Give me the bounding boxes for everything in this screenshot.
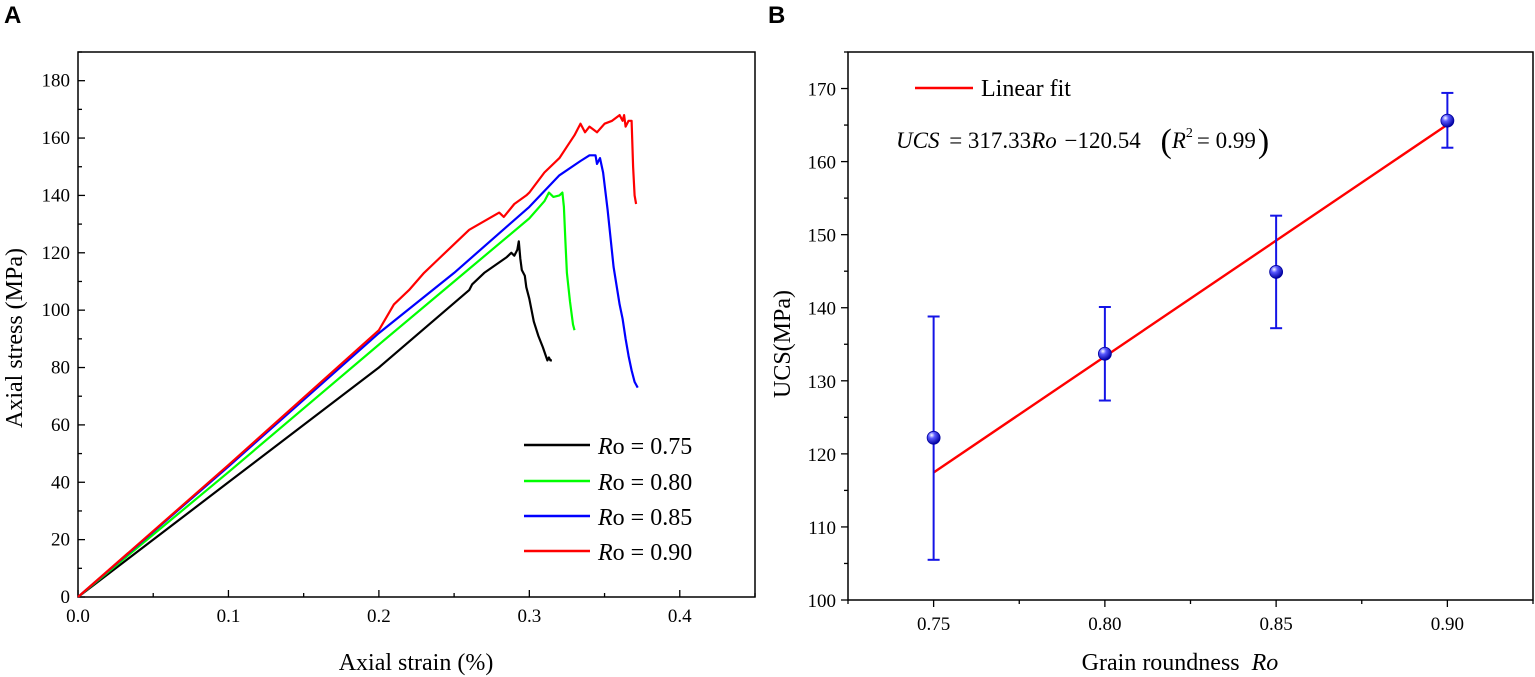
panel-a-label: A	[4, 2, 21, 29]
panel-a-y-tick-label: 180	[42, 71, 71, 92]
panel-b-y-tick-label: 150	[808, 226, 837, 247]
panel-b-y-tick-label: 110	[808, 518, 836, 539]
panel-a-plot-frame	[77, 51, 756, 598]
legend-label-linear-fit: Linear fit	[981, 76, 1071, 102]
legend-label-ro-075: Ro = 0.75	[597, 434, 692, 460]
panel-a-x-tick-label: 0.3	[517, 606, 541, 627]
panel-b-y-tick-label: 100	[808, 591, 837, 612]
panel-a-y-tick-label: 160	[42, 128, 71, 149]
legend-item-ro-075: Ro = 0.75	[524, 434, 692, 460]
legend-label-ro-085: Ro = 0.85	[597, 505, 692, 531]
series-line-2	[77, 154, 639, 598]
panel-a-x-tick-label: 0.2	[367, 606, 391, 627]
panel-a-x-axis-title: Axial strain (%)	[339, 650, 494, 676]
panel-b-label: B	[768, 2, 785, 29]
panel-a-y-tick-label: 0	[61, 587, 71, 608]
panel-a-x-tick-label: 0.0	[66, 606, 90, 627]
panel-a-legend: Ro = 0.75 Ro = 0.80 Ro = 0.85 Ro = 0.90	[524, 434, 692, 566]
legend-item-ro-085: Ro = 0.85	[524, 505, 692, 531]
linear-fit-line	[932, 123, 1449, 474]
panel-b-legend: Linear fit	[915, 76, 1071, 102]
panel-a-y-tick-label: 100	[42, 300, 71, 321]
panel-a-chart: 0.0 0.1 0.2 0.3 0.4 0 20 40 60 80 100 120 140 160 180	[42, 51, 756, 627]
panel-a-x-tick-label: 0.1	[217, 606, 241, 627]
panel-a-y-tick-label: 40	[51, 472, 70, 493]
panel-b-x-axis-title: Grain roundness Ro	[1082, 650, 1279, 676]
panel-a-y-tick-label: 120	[42, 243, 71, 264]
panel-a-y-tick-label: 20	[51, 530, 70, 551]
legend-label-ro-080: Ro = 0.80	[597, 470, 692, 496]
series-line-0	[77, 240, 552, 598]
panel-b-y-tick-label: 160	[808, 153, 837, 174]
data-point	[1269, 265, 1284, 279]
fit-equation: UCS = 317.33Ro −120.54 (R2 = 0.99)	[896, 123, 1269, 160]
panel-b-y-axis-title: UCS(MPa)	[770, 290, 796, 398]
panel-b-chart: 0.75 0.80 0.85 0.90 100 110 120 130 140 150 160 170	[808, 51, 1534, 635]
panel-b-y-tick-label: 170	[808, 80, 837, 101]
panel-a-y-tick-label: 140	[42, 185, 71, 206]
panel-a-y-tick-label: 60	[51, 415, 70, 436]
panel-a-y-axis-title: Axial stress (MPa)	[2, 248, 28, 428]
legend-label-ro-090: Ro = 0.90	[597, 540, 692, 566]
data-point	[1440, 113, 1455, 128]
data-point	[1097, 346, 1112, 361]
series-line-1	[77, 191, 576, 598]
panel-b-y-tick-label: 140	[808, 299, 837, 320]
panel-b-x-tick-label: 0.90	[1431, 614, 1464, 635]
panel-a-x-tick-label: 0.4	[668, 606, 692, 627]
panel-b-y-tick-label: 120	[808, 445, 837, 466]
legend-item-ro-080: Ro = 0.80	[524, 470, 692, 496]
panel-b-y-tick-label: 130	[808, 372, 837, 393]
legend-item-ro-090: Ro = 0.90	[524, 540, 692, 566]
series-line-3	[77, 114, 638, 598]
panel-a-y-tick-label: 80	[51, 358, 70, 379]
panel-b-x-tick-label: 0.75	[917, 614, 950, 635]
panel-b-x-tick-label: 0.85	[1260, 614, 1293, 635]
panel-b-x-tick-label: 0.80	[1088, 614, 1121, 635]
data-point	[926, 430, 941, 445]
